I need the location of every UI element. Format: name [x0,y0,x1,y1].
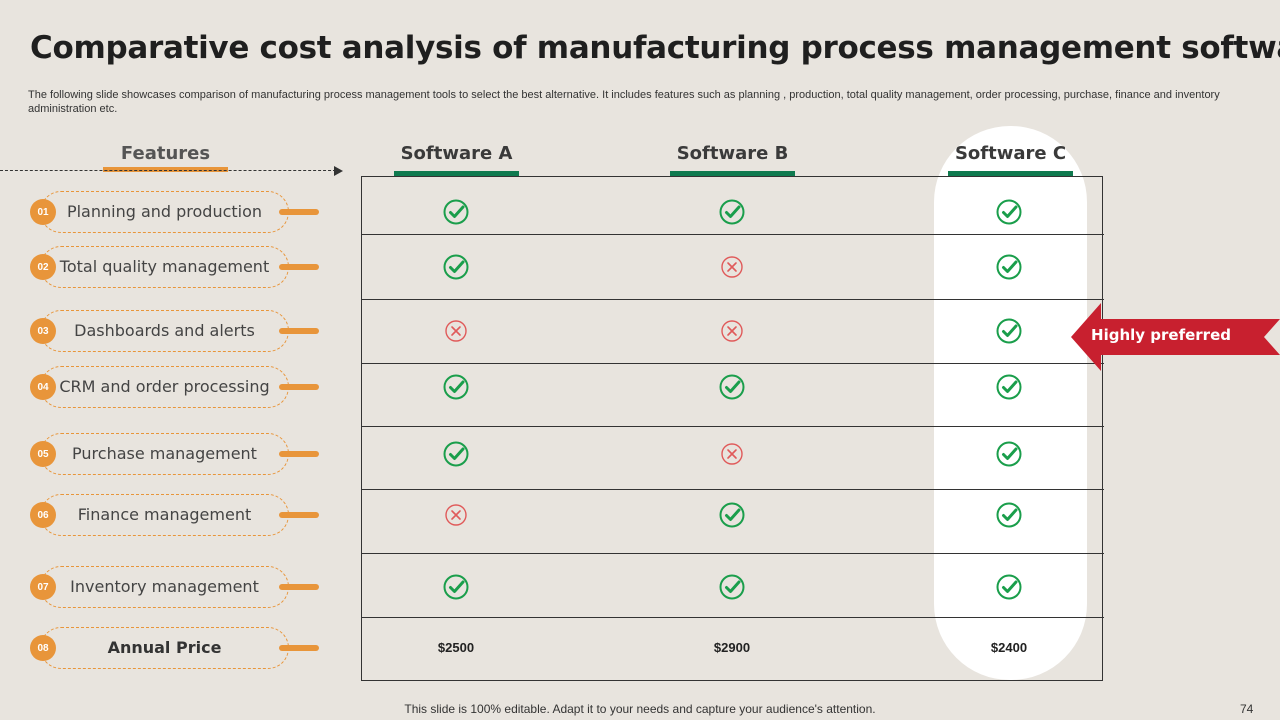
feature-connector [279,264,319,270]
feature-connector [279,384,319,390]
check-icon [996,374,1022,400]
price-value: $2500 [437,640,475,655]
cross-icon [721,256,743,278]
check-icon [443,199,469,225]
feature-number-badge: 05 [30,441,56,467]
feature-number-badge: 01 [30,199,56,225]
table-row-divider [361,426,1104,427]
feature-connector [279,328,319,334]
slide-subtitle: The following slide showcases comparison… [28,89,1220,115]
column-underline-software-b [670,171,795,177]
table-row-divider [361,617,1104,618]
check-icon [719,574,745,600]
check-icon [443,441,469,467]
cross-icon [721,320,743,342]
column-header-software-a: Software A [400,143,513,164]
table-row-divider [361,489,1104,490]
feature-label: Purchase management [72,444,257,463]
feature-number-badge: 04 [30,374,56,400]
feature-number-badge: 06 [30,502,56,528]
column-header-software-b: Software B [676,143,789,164]
column-underline-software-a [394,171,519,177]
features-header: Features [120,143,211,164]
check-icon [443,574,469,600]
dashed-arrow-line [0,170,336,171]
feature-label: Inventory management [70,577,259,596]
annual-price-label: Annual Price [107,638,222,657]
price-value: $2400 [990,640,1028,655]
arrow-head-icon [334,166,343,176]
table-row-divider [361,553,1104,554]
check-icon [996,441,1022,467]
check-icon [719,199,745,225]
table-row-divider [361,363,1104,364]
feature-connector [279,512,319,518]
table-row-divider [361,299,1104,300]
check-icon [996,199,1022,225]
check-icon [996,574,1022,600]
cross-icon [445,504,467,526]
check-icon [719,502,745,528]
feature-number-badge: 03 [30,318,56,344]
page-number: 74 [1240,702,1254,716]
check-icon [996,254,1022,280]
slide-title: Comparative cost analysis of manufacturi… [30,30,1280,66]
cross-icon [721,443,743,465]
feature-label: Dashboards and alerts [74,321,255,340]
check-icon [996,502,1022,528]
feature-label: Planning and production [66,202,263,221]
check-icon [719,374,745,400]
column-underline-software-c [948,171,1073,177]
feature-number-badge: 02 [30,254,56,280]
feature-connector [279,451,319,457]
feature-number-badge: 08 [30,635,56,661]
check-icon [996,318,1022,344]
comparison-table-frame [361,176,1103,681]
check-icon [443,374,469,400]
highly-preferred-badge [1071,303,1280,371]
check-icon [443,254,469,280]
feature-label: Finance management [77,505,252,524]
price-value: $2900 [713,640,751,655]
footer-note: This slide is 100% editable. Adapt it to… [404,702,876,716]
feature-connector [279,584,319,590]
cross-icon [445,320,467,342]
features-underline [103,167,228,172]
feature-label: Total quality management [59,257,270,276]
column-header-software-c: Software C [954,143,1067,164]
feature-connector [279,209,319,215]
table-row-divider [361,234,1104,235]
feature-label: CRM and order processing [59,377,270,396]
feature-number-badge: 07 [30,574,56,600]
highly-preferred-label: Highly preferred [1091,326,1231,344]
feature-connector [279,645,319,651]
